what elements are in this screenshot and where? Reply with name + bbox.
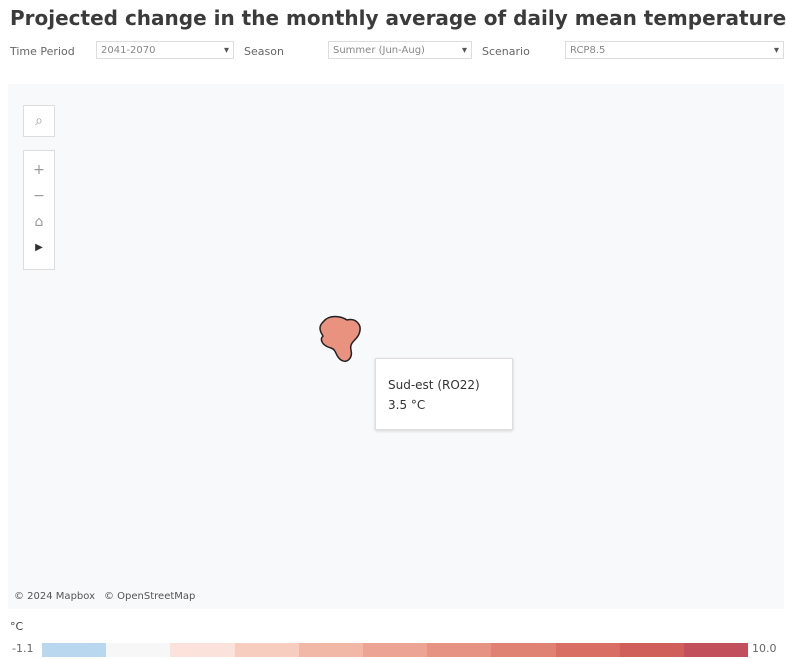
filter-label: Scenario [482,45,530,58]
zoom-in[interactable]: + [33,162,45,178]
tooltip: Sud-est (RO22) 3.5 °C [375,358,513,430]
legend-bar [42,643,749,657]
map[interactable] [8,84,784,609]
zoom-out[interactable]: − [33,188,45,204]
expand[interactable]: ▶ [35,242,43,253]
legend-unit: °C [10,620,24,633]
search-button[interactable]: ⌕ [23,105,55,137]
legend-swatch [555,643,620,657]
legend-max: 10.0 [752,642,777,655]
title: Projected change in the monthly average … [10,6,786,30]
tooltip-value: 3.5 °C [388,398,426,412]
filter-label: Season [244,45,284,58]
legend-swatch [427,643,492,657]
filter-dropdown[interactable]: 2041-2070 [96,41,234,60]
legend-min: -1.1 [12,642,34,655]
filter-dropdown[interactable]: Summer (Jun-Aug) [328,41,472,60]
region[interactable] [319,315,361,362]
tooltip-name: Sud-est (RO22) [388,378,480,392]
filter-dropdown[interactable]: RCP8.5 [565,41,784,60]
attribution[interactable]: © OpenStreetMap [104,591,196,602]
legend-swatch [298,643,363,657]
region-svg [319,315,361,362]
zoom-toolbar: + − ⌂ ▶ [23,150,55,270]
legend-swatch [491,643,556,657]
legend-swatch [619,643,684,657]
legend-swatch [106,643,171,657]
legend-swatch [170,643,235,657]
filter-label: Time Period [10,45,75,58]
legend-swatch [42,643,107,657]
legend-swatch [234,643,299,657]
legend-swatch [362,643,428,657]
attribution[interactable]: © 2024 Mapbox [14,591,95,602]
legend-swatch [683,643,749,657]
home[interactable]: ⌂ [34,214,44,230]
